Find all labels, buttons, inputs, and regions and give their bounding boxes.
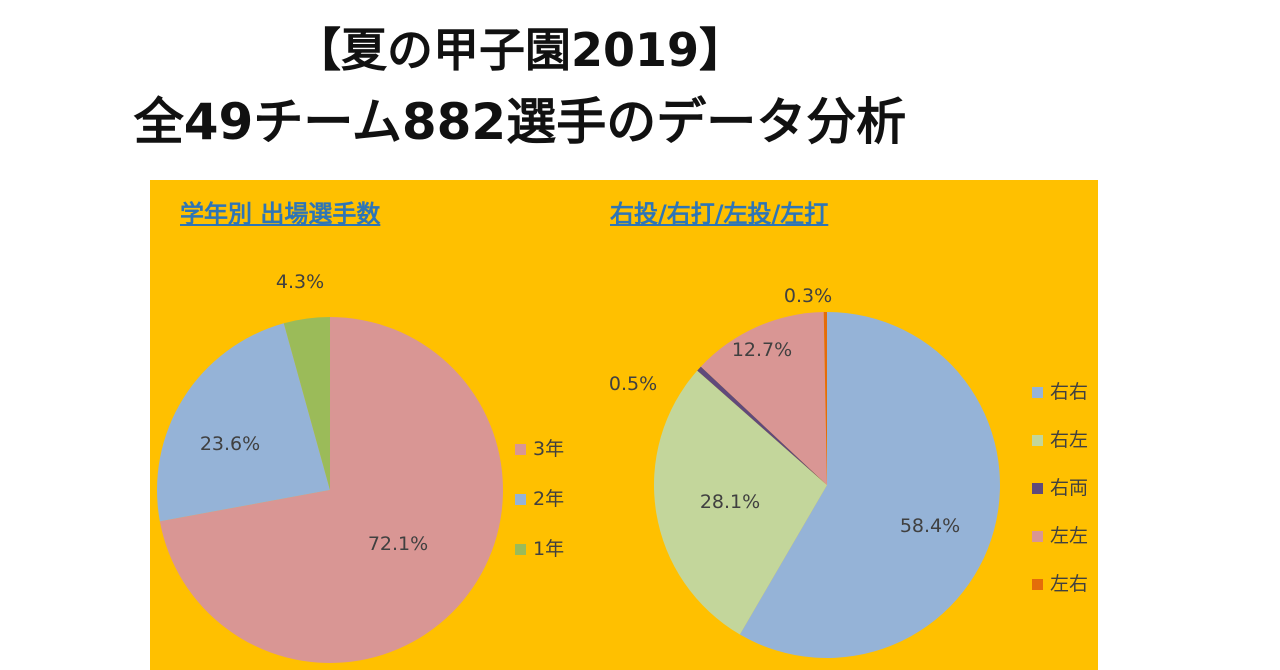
data-label-1-2: 0.5% (609, 373, 657, 395)
legend-swatch-1-1 (1032, 435, 1043, 446)
pie-slice-1-3 (700, 312, 827, 485)
chart-title-handedness: 右投/右打/左投/左打 (610, 200, 829, 228)
data-label-1-0: 58.4% (900, 515, 960, 537)
page-title-line2: 全49チーム882選手のデータ分析 (133, 93, 907, 151)
pie-slice-0-1 (157, 323, 330, 522)
legend-label-0-0: 3年 (533, 438, 564, 460)
legend-label-0-1: 2年 (533, 488, 564, 510)
legend-swatch-1-0 (1032, 387, 1043, 398)
chart-panel: 学年別 出場選手数 右投/右打/左投/左打 72.1% 23.6% 4.3% 3年 2年… (150, 180, 1098, 670)
pie-slice-0-2 (283, 317, 330, 490)
legend-label-1-3: 左左 (1050, 525, 1088, 547)
chart-title-grade: 学年別 出場選手数 (180, 200, 381, 228)
legend-swatch-0-1 (515, 494, 526, 505)
data-label-0-0: 72.1% (368, 533, 428, 555)
pie-charts-svg: 72.1% 23.6% 4.3% 3年 2年 1年 58.4% 28.1% 0.5% 12.7% 0… (157, 271, 1088, 663)
data-label-1-4: 0.3% (784, 285, 832, 307)
legend-label-0-2: 1年 (533, 538, 564, 560)
data-label-1-1: 28.1% (700, 491, 760, 513)
legend-label-1-1: 右左 (1050, 429, 1088, 451)
legend-label-1-0: 右右 (1050, 381, 1088, 403)
legend-label-1-2: 右両 (1050, 477, 1088, 499)
pie-slice-1-4 (823, 312, 827, 485)
data-label-0-2: 4.3% (276, 271, 324, 293)
legend-swatch-1-2 (1032, 483, 1043, 494)
page-title-line1: 【夏の甲子園2019】 (294, 23, 746, 77)
pie-slice-1-2 (697, 366, 827, 485)
legend-swatch-1-3 (1032, 531, 1043, 542)
pie-slice-1-1 (654, 370, 827, 635)
data-label-0-1: 23.6% (200, 433, 260, 455)
legend-label-1-4: 左右 (1050, 573, 1088, 595)
pie-slice-0-0 (159, 317, 503, 663)
pie-slice-1-0 (739, 312, 1000, 658)
data-label-1-3: 12.7% (732, 339, 792, 361)
legend-swatch-0-2 (515, 544, 526, 555)
legend-swatch-0-0 (515, 444, 526, 455)
legend-swatch-1-4 (1032, 579, 1043, 590)
